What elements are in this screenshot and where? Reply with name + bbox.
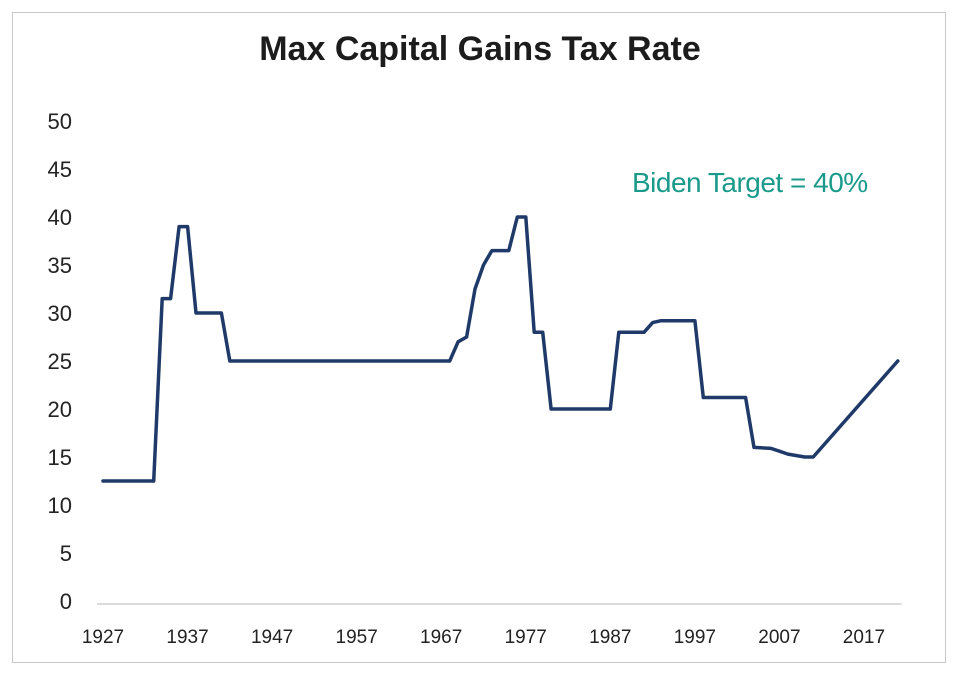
y-tick-label: 10 [48, 493, 72, 518]
x-tick-label: 2017 [843, 627, 885, 648]
y-tick-label: 35 [48, 253, 72, 278]
x-tick-label: 1927 [82, 627, 124, 648]
x-tick-label: 1947 [251, 627, 293, 648]
y-tick-label: 5 [60, 541, 72, 566]
y-tick-label: 20 [48, 397, 72, 422]
y-tick-label: 40 [48, 205, 72, 230]
series-line [101, 215, 900, 483]
x-tick-label: 2007 [758, 627, 800, 648]
x-tick-label: 1997 [674, 627, 716, 648]
y-axis-ticks: 0 5 10 15 20 25 30 35 40 45 50 [48, 109, 72, 614]
x-axis-ticks: 1927 1937 1947 1957 1967 1977 1987 1997 2007 2017 [82, 603, 902, 648]
y-tick-label: 25 [48, 349, 72, 374]
y-tick-label: 15 [48, 445, 72, 470]
x-tick-label: 1977 [505, 627, 547, 648]
y-tick-label: 30 [48, 301, 72, 326]
x-tick-label: 1987 [589, 627, 631, 648]
biden-target-annotation: Biden Target = 40% [632, 167, 868, 198]
chart-title: Max Capital Gains Tax Rate [259, 30, 701, 68]
x-tick-label: 1937 [166, 627, 208, 648]
y-tick-label: 45 [48, 157, 72, 182]
series-lines [101, 215, 900, 483]
y-tick-label: 50 [48, 109, 72, 134]
chart-frame [12, 12, 946, 663]
y-tick-label: 0 [60, 589, 72, 614]
x-tick-label: 1967 [420, 627, 462, 648]
x-tick-label: 1957 [336, 627, 378, 648]
